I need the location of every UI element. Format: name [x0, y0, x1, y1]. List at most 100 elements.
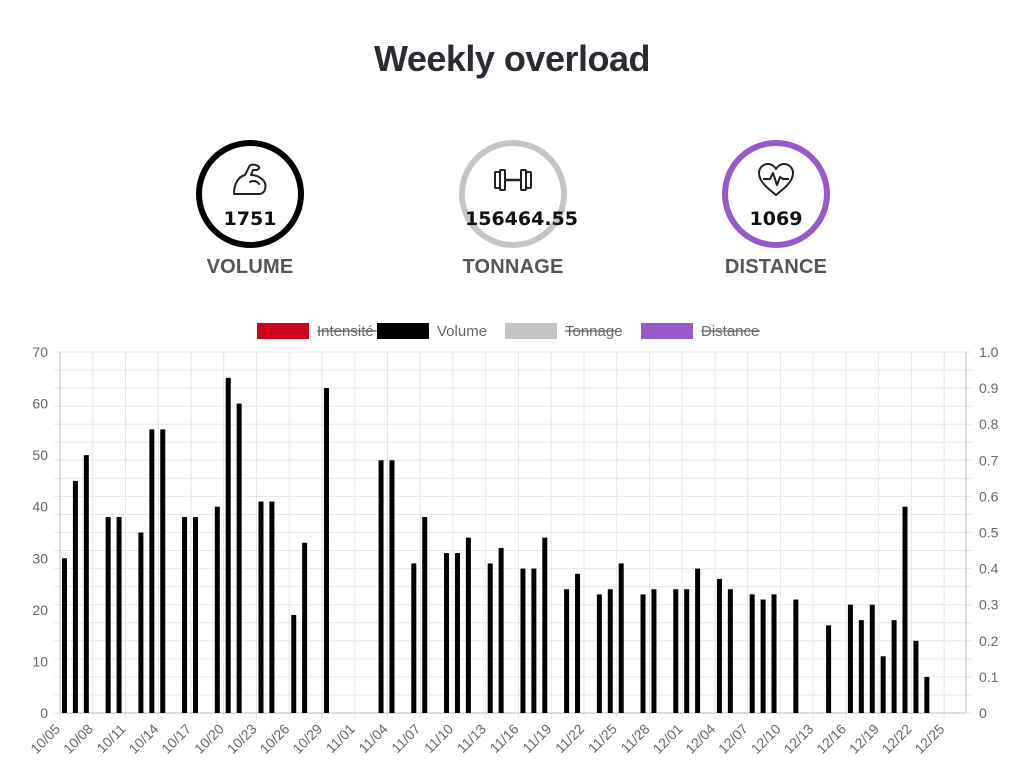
x-tick-label: 12/19	[846, 720, 882, 756]
volume-bar[interactable]	[444, 553, 450, 713]
x-tick-label: 11/25	[585, 720, 621, 756]
volume-bar[interactable]	[607, 589, 613, 713]
volume-bar[interactable]	[498, 547, 504, 713]
volume-bar[interactable]	[214, 506, 220, 713]
x-tick-label: 10/17	[158, 720, 194, 756]
legend-item-intensité[interactable]: Intensité	[257, 323, 384, 340]
y2-tick-label: 0.6	[979, 488, 999, 504]
distance-value: 1069	[749, 208, 803, 230]
volume-value: 1751	[223, 208, 277, 230]
volume-bar[interactable]	[291, 615, 297, 713]
y2-tick-label: 0.5	[979, 525, 999, 541]
volume-ring: 1751	[196, 140, 304, 248]
volume-bar[interactable]	[72, 480, 78, 713]
legend-swatch	[641, 323, 693, 339]
x-tick-label: 10/20	[191, 720, 227, 756]
volume-bar[interactable]	[454, 553, 460, 713]
legend-item-distance[interactable]: Distance	[641, 323, 761, 340]
x-tick-label: 12/07	[715, 720, 751, 756]
y2-tick-label: 0.4	[979, 561, 999, 577]
x-tick-label: 10/26	[256, 720, 292, 756]
volume-bar[interactable]	[891, 620, 897, 713]
volume-bar[interactable]	[542, 537, 548, 713]
volume-bar[interactable]	[575, 573, 581, 713]
volume-bar[interactable]	[378, 460, 384, 713]
volume-bar[interactable]	[149, 429, 155, 713]
volume-bar[interactable]	[465, 537, 471, 713]
volume-bar[interactable]	[793, 599, 799, 713]
volume-bar[interactable]	[847, 604, 853, 713]
volume-bar[interactable]	[618, 563, 624, 713]
tonnage-label: TONNAGE	[462, 256, 564, 278]
y2-tick-label: 0.9	[979, 380, 999, 396]
volume-bar[interactable]	[83, 455, 89, 713]
volume-bar[interactable]	[236, 403, 242, 713]
distance-ring: 1069	[722, 140, 830, 248]
volume-bar[interactable]	[520, 568, 526, 713]
volume-bar[interactable]	[596, 594, 602, 713]
x-tick-label: 10/08	[60, 720, 96, 756]
distance-label: DISTANCE	[724, 256, 828, 278]
volume-bar[interactable]	[880, 656, 886, 713]
volume-bar[interactable]	[422, 517, 428, 713]
y2-tick-label: 0.3	[979, 597, 999, 613]
legend-swatch	[505, 323, 557, 339]
x-tick-label: 10/11	[93, 720, 129, 756]
volume-bar[interactable]	[760, 599, 766, 713]
x-tick-label: 12/13	[780, 720, 816, 756]
volume-bar[interactable]	[531, 568, 537, 713]
volume-bar[interactable]	[749, 594, 755, 713]
y2-tick-label: 1.0	[979, 344, 999, 360]
chart-legend: Intensité Volume Tonnage Distance	[257, 323, 761, 340]
volume-bar[interactable]	[902, 506, 908, 713]
volume-bar[interactable]	[684, 589, 690, 713]
volume-bar[interactable]	[182, 517, 188, 713]
volume-bar[interactable]	[116, 517, 122, 713]
volume-bar[interactable]	[858, 620, 864, 713]
volume-stat: 1751 VOLUME	[150, 140, 350, 279]
volume-bars	[62, 377, 930, 714]
volume-bar[interactable]	[302, 542, 308, 713]
tonnage-ring: 156464.55	[459, 140, 578, 248]
volume-bar[interactable]	[225, 377, 231, 713]
volume-bar[interactable]	[924, 676, 930, 713]
volume-bar[interactable]	[869, 604, 875, 713]
volume-bar[interactable]	[716, 578, 722, 713]
volume-bar[interactable]	[771, 594, 777, 713]
legend-item-volume[interactable]: Volume	[377, 323, 487, 340]
chart-grid	[54, 351, 972, 719]
tonnage-value: 156464.55	[465, 208, 578, 230]
x-tick-label: 10/14	[125, 720, 161, 756]
volume-bar[interactable]	[105, 517, 111, 713]
volume-bar[interactable]	[913, 640, 919, 713]
legend-item-tonnage[interactable]: Tonnage	[505, 323, 623, 340]
volume-bar[interactable]	[160, 429, 166, 713]
volume-label: VOLUME	[206, 256, 294, 278]
x-tick-label: 12/04	[682, 720, 718, 756]
volume-bar[interactable]	[564, 589, 570, 713]
x-tick-label: 11/01	[323, 720, 359, 756]
volume-bar[interactable]	[269, 501, 275, 713]
y2-tick-label: 0.2	[979, 633, 999, 649]
volume-bar[interactable]	[640, 594, 646, 713]
volume-bar[interactable]	[258, 501, 264, 713]
x-tick-label: 11/22	[552, 720, 588, 756]
volume-bar[interactable]	[138, 532, 144, 714]
volume-bar[interactable]	[62, 558, 67, 713]
volume-bar[interactable]	[695, 568, 701, 713]
volume-bar[interactable]	[826, 625, 832, 713]
volume-bar[interactable]	[673, 589, 679, 713]
y-tick-label: 0	[40, 705, 48, 721]
x-tick-label: 11/28	[617, 720, 653, 756]
y-tick-label: 30	[32, 550, 48, 566]
volume-bar[interactable]	[651, 589, 657, 713]
volume-bar[interactable]	[411, 563, 417, 713]
x-tick-label: 12/10	[748, 720, 784, 756]
volume-bar[interactable]	[389, 460, 395, 713]
volume-bar[interactable]	[487, 563, 493, 713]
volume-bar[interactable]	[323, 388, 329, 713]
weekly-overload-chart: Intensité Volume Tonnage Distance 0 10 20 30 40…	[27, 323, 999, 757]
volume-bar[interactable]	[727, 589, 733, 713]
volume-bar[interactable]	[192, 517, 198, 713]
x-tick-label: 11/19	[519, 720, 555, 756]
